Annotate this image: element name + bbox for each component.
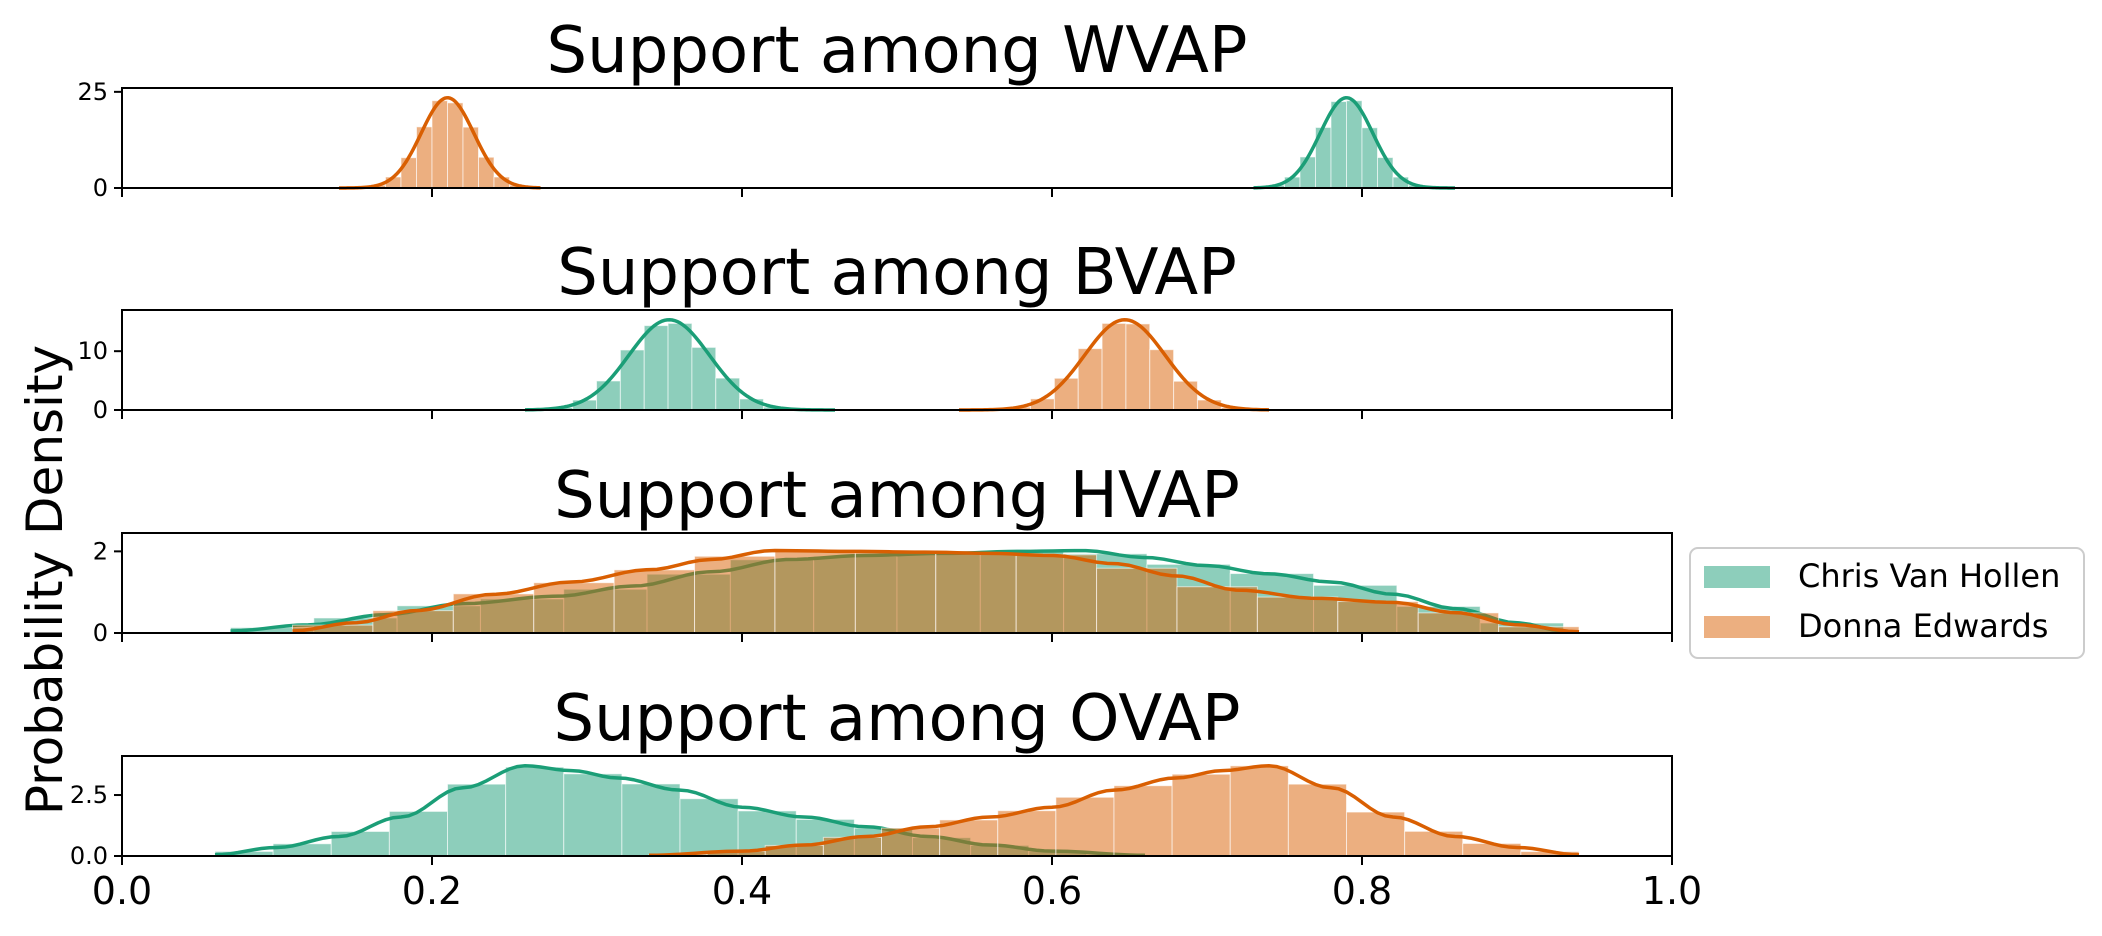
legend-label: Chris Van Hollen [1798, 557, 2060, 595]
histogram-bar [935, 552, 1017, 634]
histogram-bar [1417, 612, 1500, 634]
histogram-bar [1377, 157, 1394, 189]
histogram-bar [400, 157, 417, 189]
histogram-bar [1015, 554, 1098, 634]
panel-4: Support among OVAP 0.0 2.5 0.0 0.2 0.4 0.6 0.8 1… [70, 682, 1702, 913]
histogram-bar [679, 798, 739, 857]
axes-frame [121, 309, 1673, 411]
histogram-bar [643, 325, 669, 411]
y-tick-label: 0 [93, 174, 108, 202]
series-donna-edwards [338, 96, 541, 190]
density-line [1253, 96, 1455, 190]
series-chris-van-hollen [1253, 96, 1456, 190]
x-tick-label: 1.0 [1642, 869, 1702, 913]
density-line [339, 96, 541, 190]
panel-2: Support among BVAP 0 10 [77, 236, 1673, 424]
histogram-bar [1346, 100, 1363, 189]
histogram-bar [1337, 601, 1419, 634]
histogram-bar [447, 783, 507, 857]
legend-swatch [1704, 616, 1770, 638]
histogram-bar [563, 773, 623, 857]
histogram-bar [1299, 156, 1316, 189]
x-tick-label: 0.0 [92, 869, 152, 913]
legend-swatch [1704, 566, 1770, 588]
histogram-bar [1053, 377, 1079, 411]
panel-title: Support among WVAP [547, 14, 1248, 88]
histogram-bar [997, 810, 1057, 857]
panel-title: Support among BVAP [557, 236, 1237, 310]
x-tick-label: 0.4 [712, 869, 772, 913]
legend: Chris Van Hollen Donna Edwards [1689, 547, 2085, 659]
y-axis-label: Probability Density [16, 345, 74, 815]
histogram-bar [1125, 323, 1151, 411]
axes-frame [121, 755, 1673, 857]
histogram-bar [505, 766, 565, 857]
histogram-bar [596, 380, 621, 411]
panel-title: Support among HVAP [554, 459, 1240, 533]
histogram-bar [431, 100, 448, 189]
histogram-bar [1101, 322, 1127, 411]
y-tick-label: 2 [93, 537, 108, 565]
histogram-bar [1173, 380, 1198, 411]
histogram-bar [1330, 101, 1347, 189]
y-tick-label: 25 [77, 78, 108, 106]
legend-frame [1689, 547, 2085, 659]
density-line [524, 317, 835, 412]
histogram-bar [1256, 596, 1339, 634]
density-line [959, 317, 1270, 412]
x-tick-label: 0.2 [402, 869, 462, 913]
histogram-bar [613, 569, 696, 634]
histogram-bar [1229, 765, 1289, 857]
histogram-bar [1171, 773, 1231, 857]
histogram-bar [372, 610, 454, 634]
y-tick-label: 10 [77, 337, 108, 365]
series-donna-edwards [958, 317, 1270, 412]
histogram-bar [715, 377, 741, 411]
histogram-bar [533, 582, 615, 634]
density-line [648, 764, 1580, 858]
x-tick-label: 0.6 [1022, 869, 1082, 913]
histogram-bar [478, 156, 495, 189]
y-tick-label: 0 [93, 396, 108, 424]
histogram-bar [621, 783, 681, 857]
series-chris-van-hollen [524, 317, 836, 412]
histogram-bar [1113, 785, 1173, 857]
axes-frame [121, 532, 1673, 634]
density-line [292, 548, 1580, 634]
legend-label: Donna Edwards [1798, 607, 2048, 645]
series-donna-edwards [648, 764, 1580, 858]
series-donna-edwards [292, 548, 1580, 634]
y-tick-label: 2.5 [70, 781, 108, 809]
histogram-bar [667, 322, 693, 411]
histogram-bar [1096, 567, 1178, 634]
histogram-bar [854, 552, 937, 634]
panel-1: Support among WVAP 0 25 [77, 14, 1673, 202]
histogram-bar [1149, 349, 1175, 411]
axes-frame [121, 87, 1673, 189]
histogram-bar [447, 102, 464, 189]
y-tick-label: 0.0 [70, 842, 108, 870]
histogram-bar [1176, 586, 1258, 634]
panel-title: Support among OVAP [554, 682, 1241, 756]
x-tick-label: 0.8 [1332, 869, 1392, 913]
histogram-bar [1287, 783, 1347, 857]
histogram-bar [694, 555, 776, 634]
histogram-bar [1346, 811, 1406, 857]
y-tick-label: 0 [93, 619, 108, 647]
panel-3: Support among HVAP 0 2 [93, 459, 1673, 647]
histogram-bar [774, 549, 856, 634]
